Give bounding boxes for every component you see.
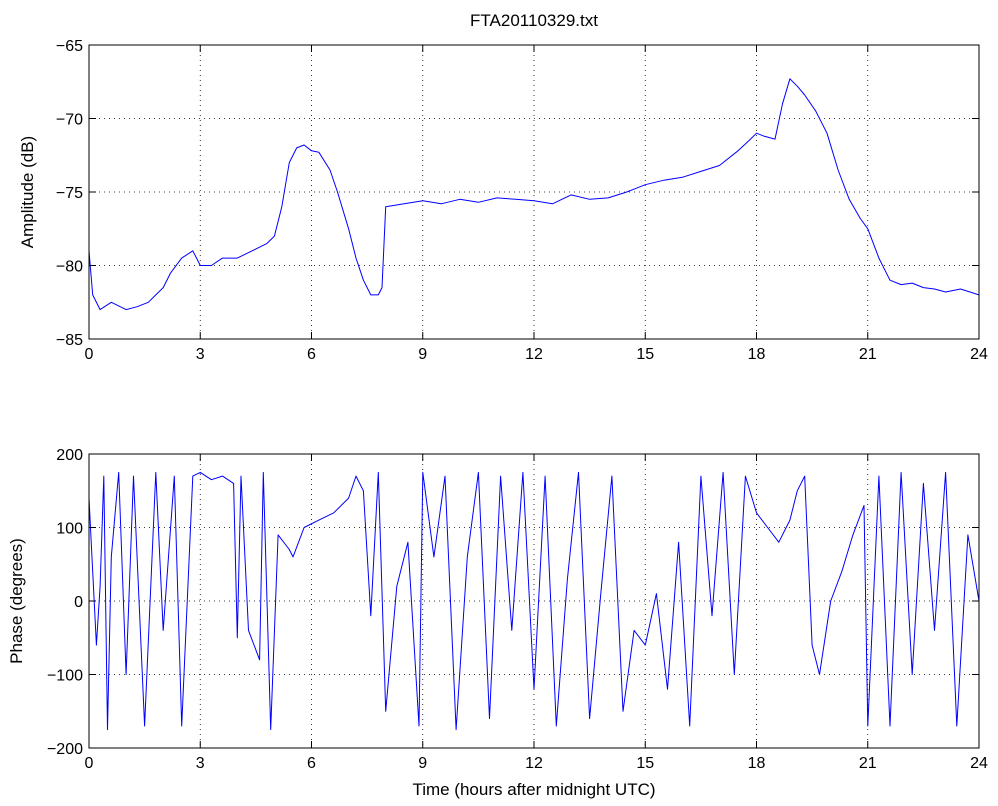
amplitude-x-tick-label: 6 xyxy=(307,346,316,363)
phase-x-tick-label: 12 xyxy=(525,755,543,772)
amplitude-axes: FTA20110329.txt 0 3 6 9 12 15 18 21 24 −85 −80 −75 −… xyxy=(18,11,988,363)
phase-x-tick-label: 18 xyxy=(748,755,766,772)
amplitude-x-tick-label: 0 xyxy=(85,346,94,363)
amplitude-ticks: 0 3 6 9 12 15 18 21 24 −85 −80 −75 −70 −65 xyxy=(56,38,988,363)
amplitude-x-tick-label: 18 xyxy=(748,346,766,363)
phase-y-axis-label: Phase (degrees) xyxy=(7,538,26,664)
amplitude-y-tick-label: −70 xyxy=(56,112,83,129)
amplitude-series-line xyxy=(88,78,980,311)
phase-x-tick-label: 24 xyxy=(970,755,988,772)
phase-x-tick-label: 15 xyxy=(636,755,654,772)
amplitude-x-tick-label: 9 xyxy=(418,346,427,363)
amplitude-x-tick-label: 12 xyxy=(525,346,543,363)
amplitude-x-tick-label: 21 xyxy=(859,346,877,363)
phase-x-tick-label: 0 xyxy=(85,755,94,772)
phase-x-tick-label: 9 xyxy=(418,755,427,772)
amplitude-y-tick-label: −75 xyxy=(56,185,83,202)
phase-x-axis-label: Time (hours after midnight UTC) xyxy=(412,780,655,799)
phase-series-line xyxy=(88,471,980,731)
amplitude-y-tick-label: −80 xyxy=(56,259,83,276)
amplitude-grid xyxy=(89,45,979,339)
amplitude-x-tick-label: 3 xyxy=(196,346,205,363)
phase-ticks: 0 3 6 9 12 15 18 21 24 −200 −100 0 100 200 xyxy=(47,447,988,772)
phase-y-tick-label: 100 xyxy=(56,521,83,538)
amplitude-x-tick-label: 15 xyxy=(636,346,654,363)
phase-x-tick-label: 21 xyxy=(859,755,877,772)
amplitude-y-tick-label: −85 xyxy=(56,332,83,349)
phase-x-tick-label: 3 xyxy=(196,755,205,772)
amplitude-y-axis-label: Amplitude (dB) xyxy=(18,136,37,248)
phase-x-tick-label: 6 xyxy=(307,755,316,772)
phase-series-group xyxy=(88,471,980,731)
chart-title: FTA20110329.txt xyxy=(470,11,598,30)
amplitude-x-tick-label: 24 xyxy=(970,346,988,363)
amplitude-series-group xyxy=(88,78,980,311)
phase-y-tick-label: −200 xyxy=(47,741,83,758)
phase-y-tick-label: 0 xyxy=(74,594,83,611)
phase-y-tick-label: 200 xyxy=(56,447,83,464)
amplitude-y-tick-label: −65 xyxy=(56,38,83,55)
phase-axes: 0 3 6 9 12 15 18 21 24 −200 −100 0 100 200 Phase (deg… xyxy=(7,447,988,799)
phase-y-tick-label: −100 xyxy=(47,668,83,685)
